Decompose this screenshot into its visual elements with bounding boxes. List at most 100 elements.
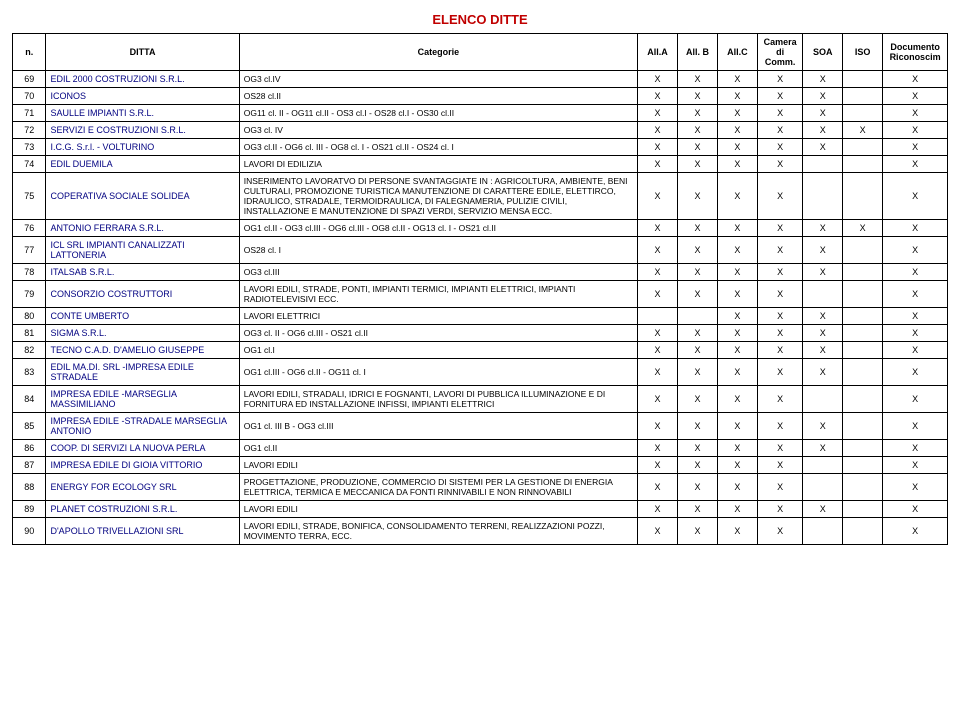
row-mark-3: X [757, 71, 802, 88]
table-row: 79CONSORZIO COSTRUTTORILAVORI EDILI, STR… [13, 281, 948, 308]
row-n: 76 [13, 220, 46, 237]
row-mark-4: X [803, 122, 843, 139]
table-row: 86COOP. DI SERVIZI LA NUOVA PERLAOG1 cl.… [13, 440, 948, 457]
row-mark-6: X [883, 413, 948, 440]
row-mark-3: X [757, 88, 802, 105]
row-categorie: LAVORI EDILI, STRADE, PONTI, IMPIANTI TE… [239, 281, 637, 308]
table-row: 87IMPRESA EDILE DI GIOIA VITTORIOLAVORI … [13, 457, 948, 474]
row-mark-5 [843, 308, 883, 325]
row-n: 85 [13, 413, 46, 440]
hdr-all-a: All.A [638, 34, 678, 71]
row-mark-6: X [883, 308, 948, 325]
table-row: 80CONTE UMBERTOLAVORI ELETTRICIXXXX [13, 308, 948, 325]
row-mark-3: X [757, 501, 802, 518]
row-mark-5 [843, 237, 883, 264]
row-mark-2: X [717, 156, 757, 173]
row-n: 88 [13, 474, 46, 501]
row-ditta: PLANET COSTRUZIONI S.R.L. [46, 501, 239, 518]
row-mark-2: X [717, 220, 757, 237]
row-categorie: OG11 cl. II - OG11 cl.II - OS3 cl.I - OS… [239, 105, 637, 122]
row-categorie: OS28 cl.II [239, 88, 637, 105]
row-mark-0: X [638, 359, 678, 386]
row-mark-5 [843, 457, 883, 474]
row-mark-1: X [678, 88, 718, 105]
row-mark-0: X [638, 281, 678, 308]
row-mark-4: X [803, 308, 843, 325]
table-row: 84IMPRESA EDILE -MARSEGLIA MASSIMILIANOL… [13, 386, 948, 413]
row-mark-3: X [757, 325, 802, 342]
row-mark-6: X [883, 474, 948, 501]
row-mark-2: X [717, 281, 757, 308]
row-mark-0: X [638, 501, 678, 518]
row-mark-4: X [803, 413, 843, 440]
table-row: 72SERVIZI E COSTRUZIONI S.R.L.OG3 cl. IV… [13, 122, 948, 139]
row-categorie: OG3 cl. IV [239, 122, 637, 139]
row-mark-0: X [638, 173, 678, 220]
table-row: 85IMPRESA EDILE -STRADALE MARSEGLIA ANTO… [13, 413, 948, 440]
row-mark-3: X [757, 342, 802, 359]
row-mark-5 [843, 264, 883, 281]
row-mark-2: X [717, 457, 757, 474]
row-mark-0: X [638, 440, 678, 457]
row-mark-4 [803, 518, 843, 545]
row-n: 72 [13, 122, 46, 139]
row-mark-3: X [757, 264, 802, 281]
row-mark-4: X [803, 325, 843, 342]
row-mark-0: X [638, 342, 678, 359]
row-mark-6: X [883, 359, 948, 386]
row-ditta: ENERGY FOR ECOLOGY SRL [46, 474, 239, 501]
row-mark-1 [678, 308, 718, 325]
table-row: 82TECNO C.A.D. D'AMELIO GIUSEPPEOG1 cl.I… [13, 342, 948, 359]
row-mark-4: X [803, 71, 843, 88]
table-row: 70ICONOSOS28 cl.IIXXXXXX [13, 88, 948, 105]
hdr-soa: SOA [803, 34, 843, 71]
row-mark-2: X [717, 359, 757, 386]
row-mark-1: X [678, 359, 718, 386]
table-row: 73I.C.G. S.r.l. - VOLTURINOOG3 cl.II - O… [13, 139, 948, 156]
row-mark-3: X [757, 457, 802, 474]
row-mark-5 [843, 156, 883, 173]
row-ditta: ICONOS [46, 88, 239, 105]
row-categorie: LAVORI EDILI, STRADE, BONIFICA, CONSOLID… [239, 518, 637, 545]
row-mark-3: X [757, 173, 802, 220]
hdr-categorie: Categorie [239, 34, 637, 71]
row-mark-0: X [638, 220, 678, 237]
row-mark-1: X [678, 237, 718, 264]
row-mark-5 [843, 281, 883, 308]
row-ditta: CONTE UMBERTO [46, 308, 239, 325]
row-ditta: I.C.G. S.r.l. - VOLTURINO [46, 139, 239, 156]
row-mark-0: X [638, 88, 678, 105]
row-categorie: LAVORI ELETTRICI [239, 308, 637, 325]
row-mark-0: X [638, 237, 678, 264]
row-categorie: OG1 cl. III B - OG3 cl.III [239, 413, 637, 440]
row-mark-4: X [803, 440, 843, 457]
row-mark-2: X [717, 71, 757, 88]
row-n: 80 [13, 308, 46, 325]
row-mark-6: X [883, 281, 948, 308]
row-mark-2: X [717, 501, 757, 518]
row-n: 75 [13, 173, 46, 220]
row-mark-6: X [883, 457, 948, 474]
row-mark-5 [843, 440, 883, 457]
row-mark-1: X [678, 220, 718, 237]
row-n: 87 [13, 457, 46, 474]
row-mark-1: X [678, 518, 718, 545]
row-mark-2: X [717, 237, 757, 264]
row-mark-6: X [883, 325, 948, 342]
row-mark-2: X [717, 413, 757, 440]
table-row: 69EDIL 2000 COSTRUZIONI S.R.L.OG3 cl.IVX… [13, 71, 948, 88]
row-mark-1: X [678, 457, 718, 474]
row-mark-0: X [638, 156, 678, 173]
header-row: n. DITTA Categorie All.A All. B All.C Ca… [13, 34, 948, 71]
row-mark-3: X [757, 413, 802, 440]
row-mark-0: X [638, 71, 678, 88]
row-categorie: OG3 cl.IV [239, 71, 637, 88]
row-mark-3: X [757, 220, 802, 237]
table-row: 83EDIL MA.DI. SRL -IMPRESA EDILE STRADAL… [13, 359, 948, 386]
row-categorie: LAVORI EDILI, STRADALI, IDRICI E FOGNANT… [239, 386, 637, 413]
row-ditta: EDIL 2000 COSTRUZIONI S.R.L. [46, 71, 239, 88]
table-row: 89PLANET COSTRUZIONI S.R.L.LAVORI EDILIX… [13, 501, 948, 518]
row-mark-5: X [843, 220, 883, 237]
row-mark-4 [803, 281, 843, 308]
table-row: 74EDIL DUEMILALAVORI DI EDILIZIAXXXXX [13, 156, 948, 173]
